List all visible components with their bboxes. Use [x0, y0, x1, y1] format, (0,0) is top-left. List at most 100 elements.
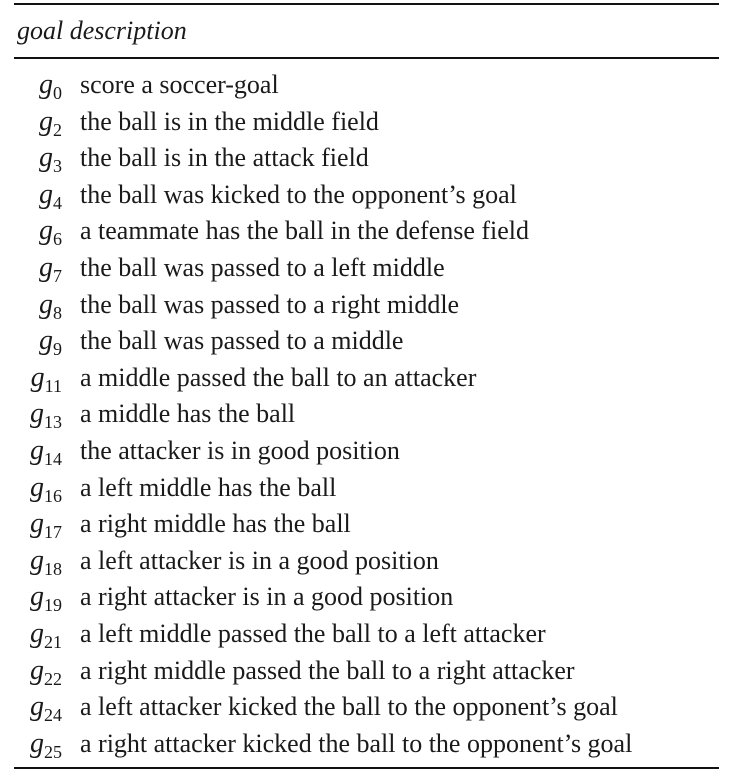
goal-index: 24: [44, 705, 62, 726]
goal-description: a middle passed the ball to an attacker: [80, 362, 477, 392]
goal-letter: g: [39, 325, 53, 357]
goal-symbol: g6: [39, 213, 62, 250]
table-row: g3 the ball is in the attack field: [0, 140, 734, 177]
goal-letter: g: [30, 471, 44, 503]
goal-index: 11: [44, 375, 62, 396]
goal-letter: g: [39, 105, 53, 137]
goal-symbol: g9: [39, 323, 62, 360]
table-row: g18 a left attacker is in a good position: [0, 543, 734, 580]
table-row: g19 a right attacker is in a good positio…: [0, 579, 734, 616]
table-row: g8 the ball was passed to a right middle: [0, 287, 734, 324]
goal-index: 3: [53, 156, 62, 177]
goal-index: 21: [44, 631, 62, 652]
goal-letter: g: [30, 691, 44, 723]
goal-letter: g: [39, 288, 53, 320]
goal-letter: g: [39, 178, 53, 210]
goal-index: 2: [53, 119, 62, 140]
table-row: g25 a right attacker kicked the ball to t…: [0, 726, 734, 763]
table-row: g17 a right middle has the ball: [0, 506, 734, 543]
goal-index: 19: [44, 595, 62, 616]
goal-symbol: g7: [39, 250, 62, 287]
goal-symbol: g18: [30, 543, 62, 580]
table-header: goal description: [17, 16, 187, 45]
goal-letter: g: [30, 361, 45, 393]
table-row: g6 a teammate has the ball in the defense…: [0, 213, 734, 250]
goal-index: 25: [44, 741, 62, 762]
goal-description: the ball was passed to a right middle: [80, 289, 460, 319]
goal-symbol: g2: [39, 104, 62, 141]
goal-symbol: g4: [39, 177, 62, 214]
table-row: g4 the ball was kicked to the opponent’s …: [0, 177, 734, 214]
goal-description: a left middle has the ball: [80, 472, 337, 502]
goal-symbol: g21: [30, 616, 62, 653]
table-row: g11 a middle passed the ball to an attack…: [0, 360, 734, 397]
goal-symbol: g0: [39, 67, 62, 104]
goal-index: 17: [44, 522, 62, 543]
goal-letter: g: [30, 727, 44, 759]
goal-letter: g: [30, 544, 44, 576]
goal-letter: g: [30, 434, 44, 466]
goal-description: a right middle passed the ball to a righ…: [80, 655, 575, 685]
goal-description: a right attacker is in a good position: [80, 582, 454, 612]
goal-symbol: g25: [30, 726, 62, 763]
goal-letter: g: [30, 654, 44, 686]
table-row: g13 a middle has the ball: [0, 396, 734, 433]
table-row: g21 a left middle passed the ball to a le…: [0, 616, 734, 653]
goal-symbol: g14: [30, 433, 62, 470]
goal-letter: g: [39, 142, 53, 174]
table-row: g24 a left attacker kicked the ball to th…: [0, 689, 734, 726]
goal-letter: g: [30, 398, 44, 430]
goal-description: a right attacker kicked the ball to the …: [80, 728, 633, 758]
goal-symbol: g3: [39, 140, 62, 177]
goal-letter: g: [39, 215, 53, 247]
goal-symbol: g8: [39, 287, 62, 324]
table-row: g2 the ball is in the middle field: [0, 104, 734, 141]
goal-description: the attacker is in good position: [80, 435, 400, 465]
goal-index: 14: [44, 448, 62, 469]
goal-index: 9: [53, 339, 62, 360]
goal-description: a left middle passed the ball to a left …: [80, 618, 546, 648]
table-row: g0 score a soccer-goal: [0, 67, 734, 104]
goal-letter: g: [30, 581, 44, 613]
goal-description: a left attacker is in a good position: [80, 545, 439, 575]
table-top-rule: [14, 3, 719, 5]
table-row: g14 the attacker is in good position: [0, 433, 734, 470]
table-row: g9 the ball was passed to a middle: [0, 323, 734, 360]
table-header-rule: [14, 57, 719, 59]
goal-description: the ball was kicked to the opponent’s go…: [80, 179, 517, 209]
goal-index: 22: [44, 668, 62, 689]
table-row: g16 a left middle has the ball: [0, 470, 734, 507]
goal-description: a teammate has the ball in the defense f…: [80, 216, 530, 246]
goal-symbol: g17: [30, 506, 62, 543]
goal-description: the ball was passed to a left middle: [80, 252, 445, 282]
goal-letter: g: [30, 508, 44, 540]
goal-description: a right middle has the ball: [80, 509, 351, 539]
goal-symbol: g19: [30, 579, 62, 616]
goal-symbol: g11: [31, 360, 62, 397]
goal-symbol: g13: [30, 396, 62, 433]
goal-index: 18: [44, 558, 62, 579]
goal-letter: g: [39, 251, 53, 283]
goal-description: a middle has the ball: [80, 399, 296, 429]
table-bottom-rule: [14, 767, 719, 769]
goal-index: 16: [44, 485, 62, 506]
goal-letter: g: [39, 69, 53, 100]
goal-index: 7: [53, 265, 62, 286]
goal-index: 4: [53, 192, 62, 213]
table-row: g22 a right middle passed the ball to a r…: [0, 653, 734, 690]
goal-description: score a soccer-goal: [80, 70, 279, 99]
goal-index: 0: [53, 83, 62, 103]
goal-symbol: g24: [30, 689, 62, 726]
goal-index: 8: [53, 302, 62, 323]
table-body: g0 score a soccer-goal g2 the ball is in th…: [0, 67, 734, 762]
goal-index: 13: [44, 412, 62, 433]
goal-letter: g: [30, 617, 44, 649]
goal-symbol: g16: [30, 470, 62, 507]
goal-symbol: g22: [30, 653, 62, 690]
goal-index: 6: [53, 229, 62, 250]
goal-description: the ball was passed to a middle: [80, 326, 404, 356]
goal-description: the ball is in the attack field: [80, 143, 369, 173]
table-row: g7 the ball was passed to a left middle: [0, 250, 734, 287]
goal-description: the ball is in the middle field: [80, 106, 379, 136]
goal-description: a left attacker kicked the ball to the o…: [80, 692, 618, 722]
